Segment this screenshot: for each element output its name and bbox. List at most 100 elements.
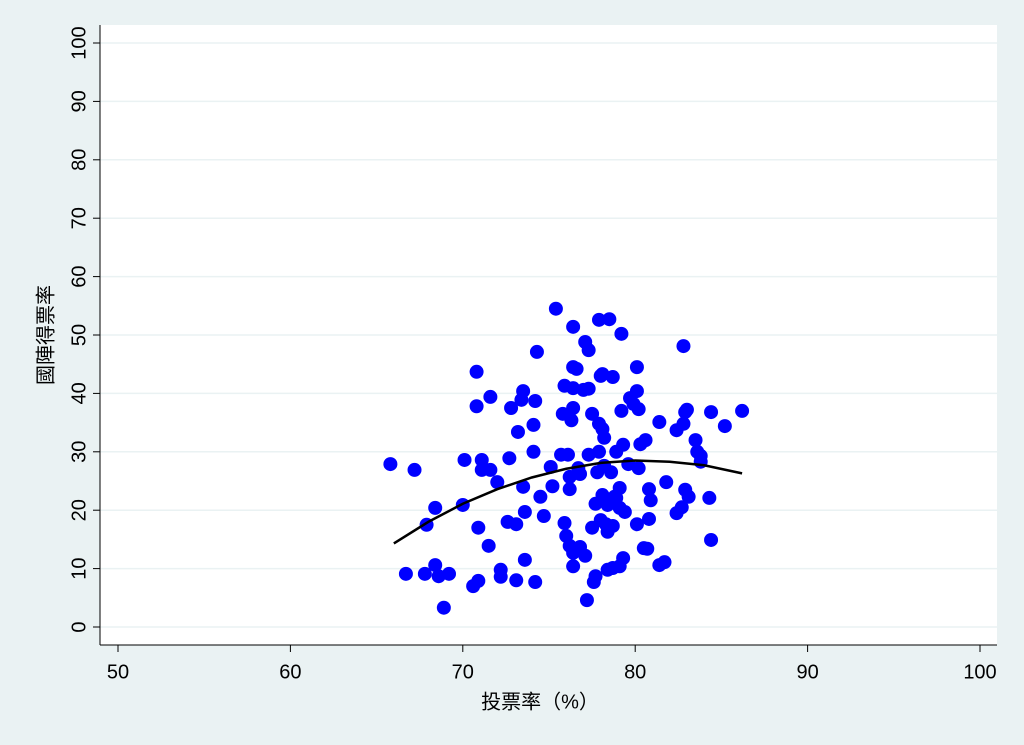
y-tick-label: 30 [68,441,90,463]
point [536,509,551,524]
point [659,475,674,490]
y-tick-label: 70 [68,207,90,229]
point [562,482,577,497]
y-tick-label: 80 [68,149,90,171]
point [704,532,719,547]
point [560,447,575,462]
point [581,343,596,358]
point [591,312,606,327]
point [702,490,717,505]
point [641,482,656,497]
point [428,500,443,515]
x-tick-label: 100 [963,661,996,683]
point [417,566,432,581]
point [640,541,655,556]
point [704,405,719,420]
point [676,339,691,354]
y-tick-label: 100 [68,26,90,59]
point [407,462,422,477]
point [557,516,572,531]
y-tick-label: 40 [68,382,90,404]
point [614,326,629,341]
x-tick-label: 50 [107,661,129,683]
point [528,575,543,590]
point [605,370,620,385]
point [526,417,541,432]
point [510,424,525,439]
y-tick-label: 90 [68,90,90,112]
point [481,538,496,553]
point [631,402,646,417]
point [490,475,505,490]
point [657,555,672,570]
point [629,517,644,532]
point [398,566,413,581]
x-axis-label: 投票率（%） [481,690,599,713]
point [588,569,603,584]
point [526,444,541,459]
x-tick-label: 80 [624,661,646,683]
point [504,401,519,415]
point [566,381,581,396]
point [509,517,524,532]
point [591,444,606,459]
point [457,452,472,467]
point [676,416,691,431]
y-tick-label: 20 [68,499,90,521]
point [566,319,581,334]
point [605,518,620,533]
point [612,481,627,496]
point [641,511,656,526]
point [428,558,443,573]
point [516,384,531,399]
point [548,301,563,316]
point [578,548,593,563]
point [679,402,694,417]
point [545,479,560,494]
point [566,401,581,415]
point [528,393,543,408]
point [436,600,451,615]
point [517,552,532,567]
point [579,593,594,608]
point [617,504,632,519]
point [616,551,631,566]
x-tick-label: 70 [452,661,474,683]
point [564,413,579,428]
point [471,520,486,535]
x-tick-label: 90 [796,661,818,683]
point [529,344,544,359]
point [471,573,486,588]
point [735,403,750,418]
y-tick-label: 50 [68,324,90,346]
point [616,437,631,452]
y-axis-label: 國陣得票率 [34,285,57,385]
point [469,364,484,379]
point [688,433,703,448]
point [493,569,508,584]
point [629,384,644,399]
x-tick-label: 60 [279,661,301,683]
point [693,448,708,463]
point [614,403,629,418]
point [604,465,619,480]
point [581,381,596,396]
point [717,419,732,434]
fit-line [393,459,743,545]
y-tick-label: 10 [68,557,90,579]
point [502,451,517,466]
point [483,462,498,477]
y-tick-label: 60 [68,265,90,287]
point [681,489,696,504]
point [597,430,612,445]
point [638,433,653,448]
point [643,493,658,508]
point [533,489,548,504]
point [469,399,484,414]
point [629,360,644,375]
point [442,566,457,581]
point [585,406,600,421]
point [509,573,524,588]
y-tick-label: 0 [68,621,90,632]
